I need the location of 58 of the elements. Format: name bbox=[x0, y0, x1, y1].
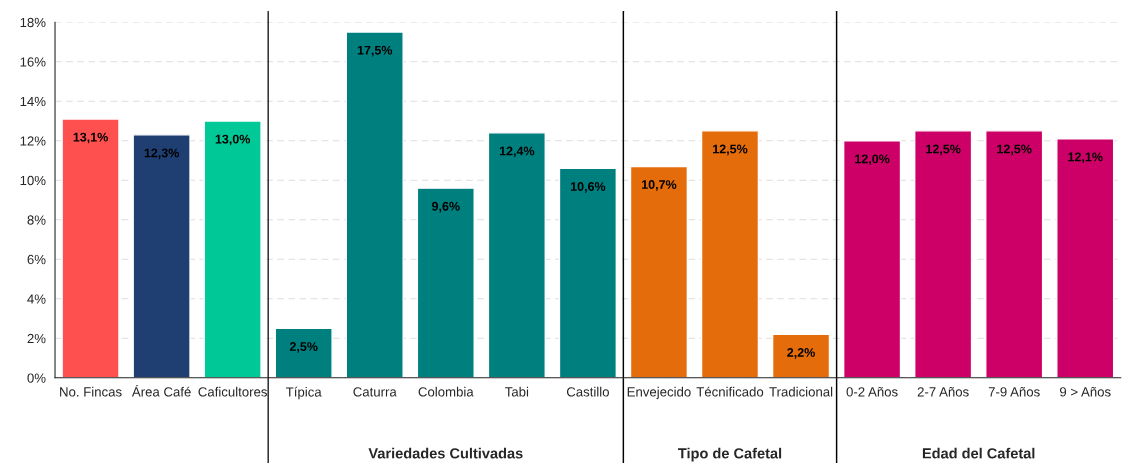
data-label: 12,5% bbox=[997, 144, 1032, 156]
y-tick-label: 12% bbox=[20, 136, 46, 146]
y-tick-label: 16% bbox=[20, 57, 46, 67]
x-tick-label: 0-2 Años bbox=[846, 386, 898, 397]
data-label: 12,0% bbox=[855, 154, 890, 166]
data-label: 12,4% bbox=[499, 146, 535, 158]
data-label: 17,5% bbox=[357, 45, 393, 57]
bar bbox=[771, 333, 831, 378]
x-tick-label: Técnificado bbox=[696, 386, 764, 397]
data-label: 12,5% bbox=[713, 144, 748, 156]
data-label: 12,3% bbox=[144, 148, 179, 160]
data-label: 13,1% bbox=[73, 132, 108, 144]
bar bbox=[416, 187, 475, 378]
bar bbox=[487, 132, 546, 378]
text: Tipo de Cafetal bbox=[678, 447, 782, 462]
x-tick-label: 9 > Años bbox=[1059, 386, 1111, 397]
bar bbox=[203, 120, 262, 378]
x-tick-label: Área Café bbox=[131, 384, 191, 397]
y-tick-label: 18% bbox=[20, 17, 46, 28]
bar bbox=[558, 167, 618, 378]
data-label: 2,5% bbox=[289, 342, 318, 353]
data-label: 12,1% bbox=[1068, 152, 1103, 164]
bar bbox=[842, 140, 902, 378]
data-label: 13,0% bbox=[215, 134, 251, 146]
bar bbox=[61, 118, 120, 378]
y-tick-label: 8% bbox=[27, 215, 46, 225]
x-tick-label: Envejecido bbox=[627, 386, 691, 400]
x-tick-label: Típica bbox=[286, 386, 322, 400]
bar bbox=[274, 327, 333, 378]
data-label: 2,2% bbox=[787, 348, 815, 359]
y-tick-label: 6% bbox=[27, 254, 46, 265]
y-tick-label: 10% bbox=[20, 175, 46, 186]
x-tick-label: Castillo bbox=[566, 386, 609, 397]
y-tick-label: 14% bbox=[20, 96, 46, 107]
bar bbox=[985, 130, 1044, 378]
bar bbox=[629, 165, 689, 378]
y-tick-label: 2% bbox=[27, 333, 46, 344]
text: Edad del Cafetal bbox=[922, 447, 1035, 459]
x-tick-label: 7-9 Años bbox=[988, 386, 1040, 397]
bar bbox=[345, 31, 404, 378]
x-tick-label: Caturra bbox=[353, 387, 397, 397]
x-tick-label: Caficultores bbox=[198, 386, 268, 397]
text: Variedades Cultivadas bbox=[368, 447, 523, 459]
bar bbox=[914, 130, 973, 378]
y-tick-label: 4% bbox=[27, 294, 46, 304]
x-tick-label: Tabi bbox=[505, 386, 529, 397]
data-label: 10,6% bbox=[570, 182, 606, 193]
y-tick-label: 0% bbox=[27, 373, 46, 383]
x-tick-label: 2-7 Años bbox=[917, 386, 969, 397]
data-label: 12,5% bbox=[926, 144, 961, 156]
x-tick-label: Colombia bbox=[418, 386, 474, 397]
bar bbox=[1056, 138, 1115, 378]
data-label: 10,7% bbox=[642, 180, 677, 191]
bar bbox=[700, 130, 760, 378]
data-label: 9,6% bbox=[431, 201, 460, 213]
x-tick-label: No. Fincas bbox=[60, 386, 122, 397]
x-tick-label: Tradicional bbox=[769, 386, 833, 397]
bar bbox=[132, 134, 191, 378]
